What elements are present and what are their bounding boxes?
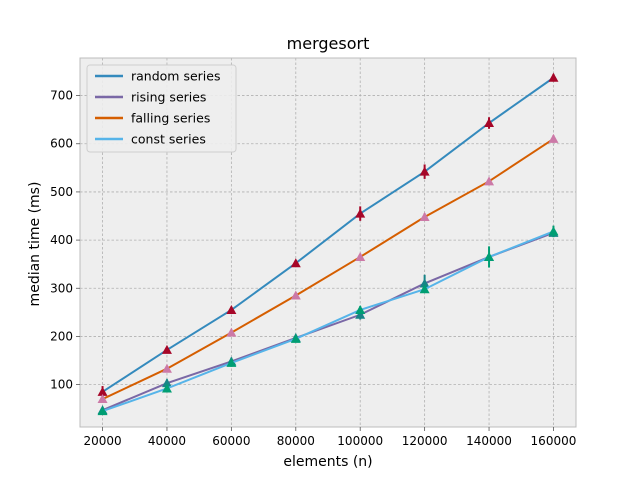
data-point [419, 211, 430, 221]
data-point [548, 226, 559, 236]
data-point [484, 118, 495, 128]
y-tick-label: 200 [50, 329, 73, 343]
data-point [419, 278, 430, 288]
data-point [226, 357, 237, 367]
data-point [355, 304, 366, 314]
data-point [290, 333, 301, 343]
x-tick-label: 120000 [402, 434, 448, 448]
x-axis-label: elements (n) [283, 454, 372, 470]
legend-entry: random series [131, 69, 220, 84]
legend-box [86, 64, 237, 153]
data-point [97, 386, 108, 396]
data-point [161, 344, 172, 354]
legend-entry: falling series [131, 111, 210, 126]
legend: random series rising series falling series… [86, 64, 237, 153]
data-point [548, 72, 559, 82]
data-point [290, 290, 301, 300]
series-line [102, 138, 555, 400]
series-falling-series [97, 133, 559, 404]
series-line [102, 76, 555, 393]
x-tick-label: 80000 [277, 434, 315, 448]
x-tick-label: 60000 [212, 434, 250, 448]
series-random-series [97, 72, 559, 398]
y-tick-label: 600 [50, 137, 73, 151]
y-axis-label: median time (ms) [27, 182, 43, 307]
data-point [548, 133, 559, 143]
data-point [355, 251, 366, 261]
data-point [161, 363, 172, 373]
data-point [484, 251, 495, 261]
data-point [355, 309, 366, 319]
legend-entry: rising series [131, 90, 206, 105]
y-tick-label: 700 [50, 89, 73, 103]
y-tick-label: 300 [50, 281, 73, 295]
x-tick-label: 20000 [83, 434, 121, 448]
legend-entry: const series [131, 132, 206, 147]
data-point [226, 304, 237, 314]
y-tick-label: 400 [50, 233, 73, 247]
data-point [419, 166, 430, 176]
data-point [97, 394, 108, 404]
chart-title: mergesort [287, 34, 370, 53]
series-const-series [97, 225, 559, 416]
data-point [355, 208, 366, 218]
data-point [290, 258, 301, 268]
data-point [161, 378, 172, 388]
x-tick-label: 100000 [337, 434, 383, 448]
x-tick-label: 40000 [148, 434, 186, 448]
y-tick-label: 500 [50, 185, 73, 199]
data-point [484, 176, 495, 186]
data-point [226, 327, 237, 337]
series-line [102, 230, 554, 413]
x-tick-label: 160000 [531, 434, 577, 448]
plot-frame [79, 57, 577, 428]
data-point [161, 383, 172, 393]
data-point [97, 406, 108, 416]
data-point [419, 284, 430, 294]
x-tick-label: 140000 [466, 434, 512, 448]
y-tick-label: 100 [50, 378, 73, 392]
